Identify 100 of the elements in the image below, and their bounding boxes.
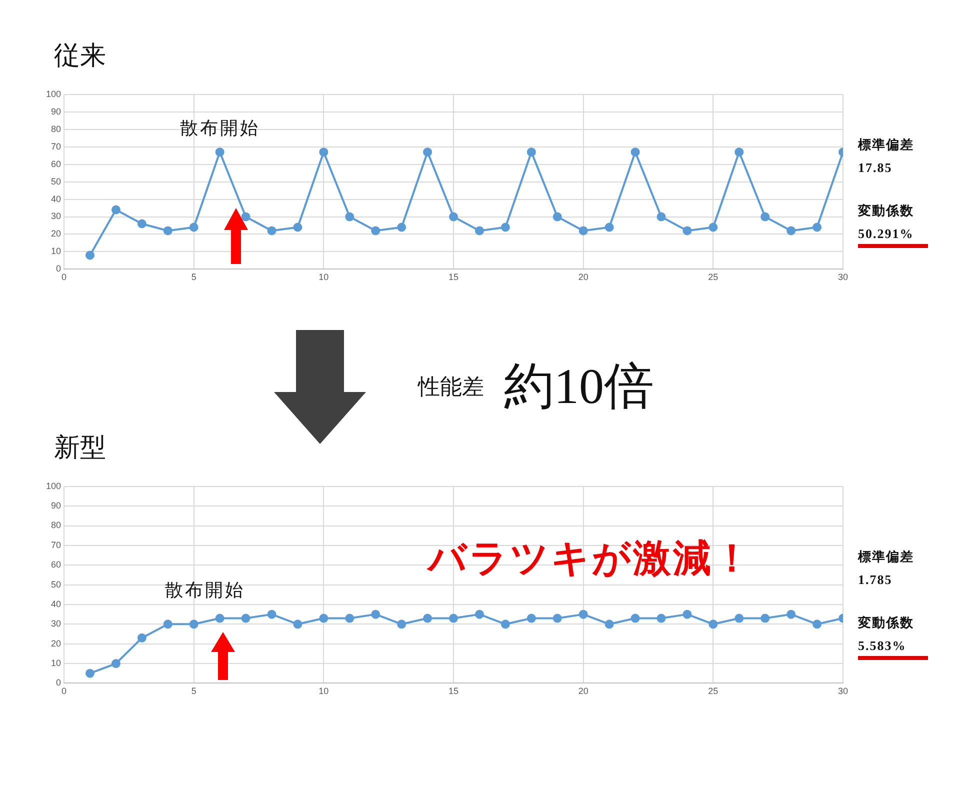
point	[449, 212, 458, 222]
point	[760, 212, 770, 222]
chart-title: 従来	[54, 40, 106, 72]
y-tick-label: 60	[51, 560, 62, 570]
point	[111, 659, 120, 668]
point	[786, 226, 796, 236]
point	[578, 610, 588, 619]
point	[682, 226, 692, 236]
point	[474, 226, 484, 236]
y-tick-label: 20	[51, 638, 62, 648]
point	[241, 212, 250, 222]
y-tick-label: 100	[46, 88, 62, 99]
y-tick-label: 60	[51, 158, 62, 169]
y-tick-label: 80	[51, 124, 62, 134]
x-tick-label: 20	[578, 686, 588, 696]
point	[345, 212, 354, 222]
point	[215, 148, 224, 157]
text: 標準偏差	[858, 548, 915, 566]
point	[656, 614, 666, 623]
y-tick-label: 0	[56, 678, 62, 688]
x-tick-label: 5	[191, 686, 196, 696]
point	[319, 614, 328, 623]
point	[345, 614, 354, 623]
y-tick-label: 50	[51, 579, 62, 590]
point	[397, 620, 406, 629]
point	[656, 212, 666, 222]
point	[812, 222, 822, 232]
text: 5.583%	[858, 638, 928, 660]
point	[85, 668, 94, 678]
text: 50.291%	[858, 226, 928, 248]
y-tick-label: 40	[51, 194, 62, 204]
point	[85, 250, 94, 260]
point	[137, 219, 146, 228]
point	[526, 614, 536, 623]
chart-title: 新型	[54, 432, 106, 464]
point	[293, 222, 302, 232]
y-tick-label: 70	[51, 141, 62, 152]
x-tick-label: 25	[708, 686, 718, 696]
y-tick-label: 90	[51, 106, 62, 116]
x-tick-label: 10	[318, 686, 329, 696]
point	[500, 222, 510, 232]
point	[215, 614, 224, 623]
x-tick-label: 20	[578, 272, 588, 282]
point	[734, 614, 744, 623]
point	[189, 222, 198, 232]
text: 1.785	[858, 572, 894, 588]
point	[604, 620, 614, 629]
point	[604, 222, 614, 232]
x-tick-label: 25	[708, 272, 718, 282]
point	[552, 614, 562, 623]
text: 変動係数	[858, 202, 915, 220]
y-tick-label: 100	[46, 480, 62, 491]
point	[293, 620, 302, 629]
x-tick-label: 15	[448, 686, 459, 696]
y-tick-label: 70	[51, 540, 62, 550]
text: 性能差	[418, 372, 484, 400]
x-tick-label: 10	[318, 272, 329, 282]
y-tick-label: 80	[51, 520, 62, 530]
y-tick-label: 90	[51, 500, 62, 511]
point	[708, 620, 718, 629]
point	[552, 212, 562, 222]
point	[630, 614, 640, 623]
x-tick-label: 5	[191, 272, 196, 282]
annotation: 散布開始	[180, 117, 260, 140]
y-tick-label: 10	[51, 658, 62, 668]
y-tick-label: 40	[51, 598, 62, 609]
y-tick-label: 0	[56, 264, 62, 274]
point	[397, 222, 406, 232]
x-tick-label: 30	[838, 272, 848, 282]
point	[423, 614, 432, 623]
point	[189, 620, 198, 629]
point	[526, 148, 536, 157]
point	[241, 614, 250, 623]
point	[163, 620, 172, 629]
point	[163, 226, 172, 236]
y-tick-label: 30	[51, 211, 62, 222]
point	[449, 614, 458, 623]
point	[708, 222, 718, 232]
text: 17.85	[858, 160, 894, 176]
point	[474, 610, 484, 619]
point	[137, 633, 146, 642]
point	[786, 610, 796, 619]
point	[760, 614, 770, 623]
point	[423, 148, 432, 157]
point	[267, 610, 276, 619]
annotation: バラツキが激減！	[428, 537, 753, 582]
point	[734, 148, 744, 157]
y-tick-label: 30	[51, 618, 62, 629]
x-tick-label: 30	[838, 686, 848, 696]
point	[371, 610, 380, 619]
annotation: 散布開始	[165, 579, 245, 602]
point	[812, 620, 822, 629]
text: 変動係数	[858, 614, 915, 632]
y-tick-label: 20	[51, 228, 62, 239]
text: 標準偏差	[858, 136, 915, 154]
point	[371, 226, 380, 236]
point	[630, 148, 640, 157]
x-tick-label: 15	[448, 272, 459, 282]
point	[682, 610, 692, 619]
y-tick-label: 50	[51, 176, 62, 186]
